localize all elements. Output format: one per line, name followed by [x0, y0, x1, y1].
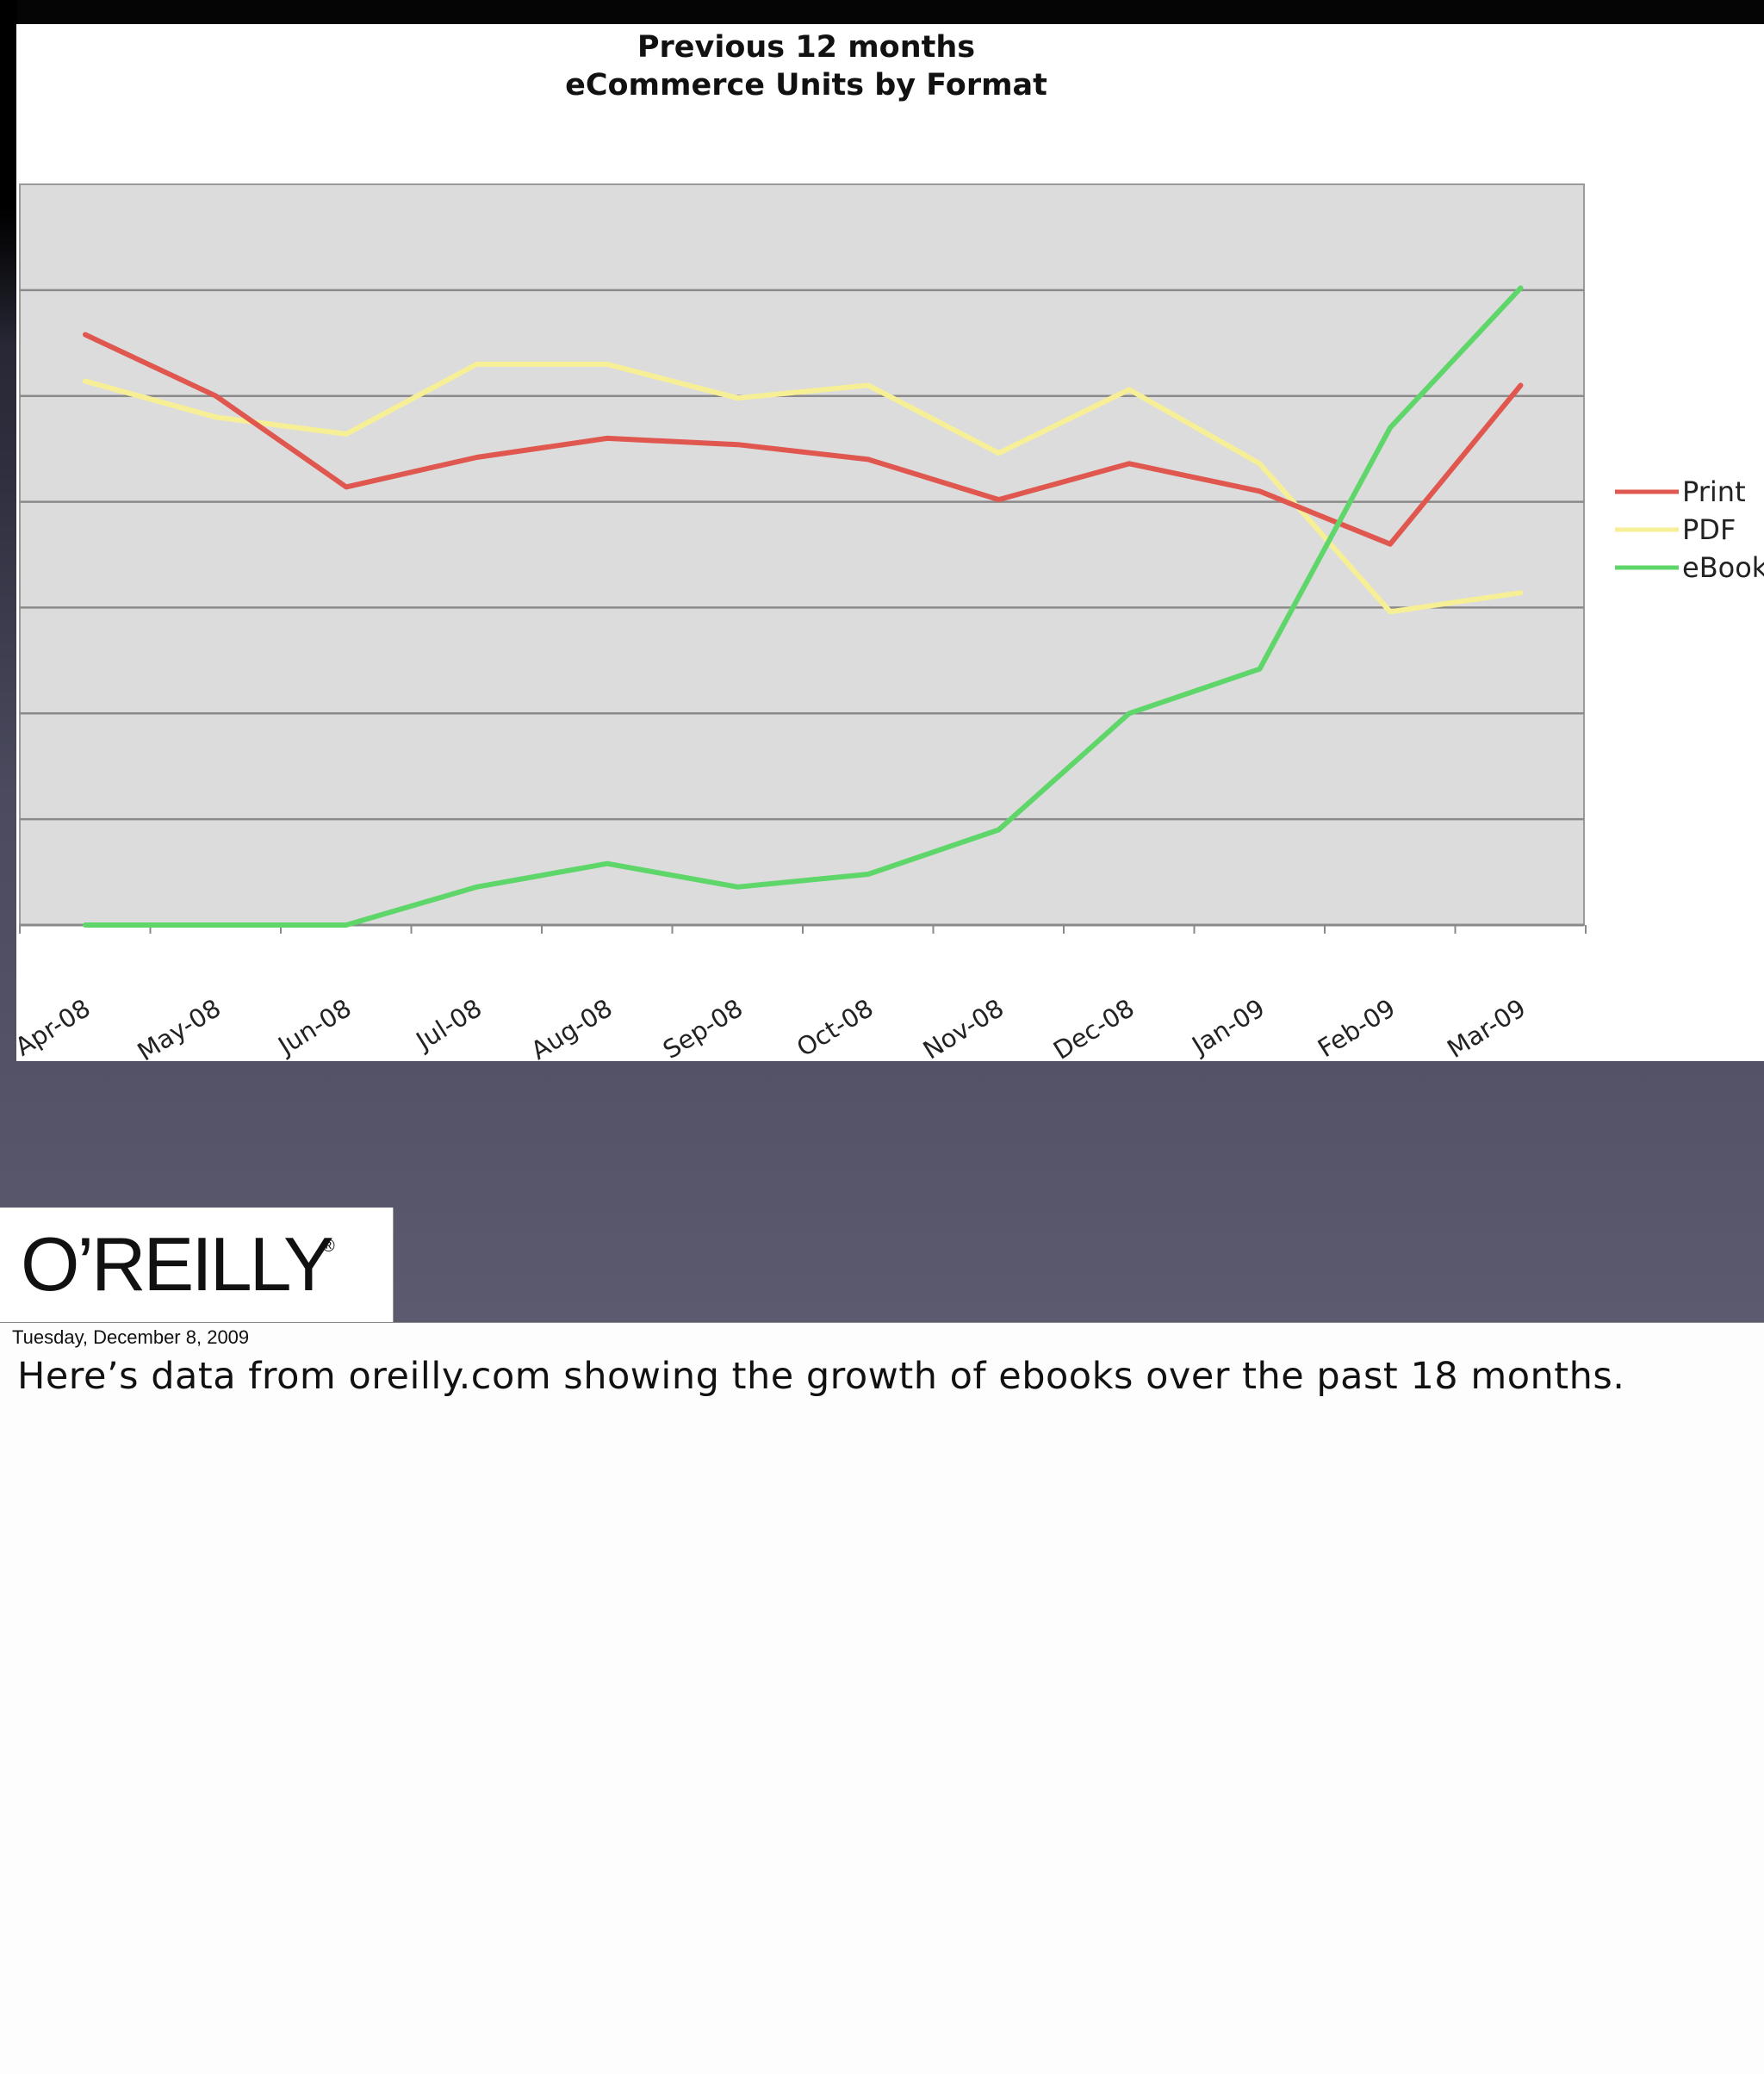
- x-tick-label: May-08: [133, 993, 227, 1061]
- slide-left-edge: [0, 0, 17, 345]
- speaker-notes: Here’s data from oreilly.com showing the…: [17, 1355, 1625, 1398]
- oreilly-logo: O’REILLY ®: [0, 1208, 394, 1322]
- x-tick-label: Sep-08: [658, 993, 748, 1061]
- legend-label: Print: [1682, 475, 1746, 508]
- slide-date: Tuesday, December 8, 2009: [12, 1326, 250, 1348]
- series-line-pdf: [83, 361, 1524, 615]
- x-tick-label: Dec-08: [1048, 993, 1140, 1061]
- legend-label: PDF: [1682, 513, 1736, 546]
- gridlines: [20, 289, 1584, 821]
- series-line-print: [83, 332, 1524, 547]
- plot-area: [19, 183, 1585, 926]
- x-tick-label: Feb-09: [1313, 993, 1401, 1061]
- legend-label: eBook: [1682, 551, 1764, 584]
- x-axis: Apr-08 May-08 Jun-08 Jul-08 Aug-08 Sep-08 Oct-…: [16, 923, 1587, 1061]
- x-tick-label: Aug-08: [525, 993, 617, 1061]
- x-tick-label: Oct-08: [792, 993, 879, 1061]
- series-lines: [83, 285, 1524, 928]
- x-tick-label: Jan-09: [1185, 993, 1270, 1061]
- line-chart: Previous 12 months eCommerce Units by Fo…: [16, 30, 1764, 1061]
- legend: Print PDF eBook: [1615, 475, 1764, 584]
- registered-mark: ®: [322, 1237, 335, 1256]
- x-tick-label: Nov-08: [918, 993, 1009, 1061]
- logo-wordmark: O’REILLY: [21, 1221, 334, 1307]
- chart-panel: Previous 12 months eCommerce Units by Fo…: [16, 24, 1764, 1061]
- chart-subtitle: eCommerce Units by Format: [565, 68, 1047, 102]
- slide: Previous 12 months eCommerce Units by Fo…: [0, 0, 1764, 1322]
- slide-top-bar: [0, 0, 1764, 24]
- slide-divider: [0, 1322, 1764, 1323]
- x-tick-label: Jul-08: [410, 993, 488, 1057]
- series-line-ebook: [83, 285, 1524, 928]
- x-tick-label: Apr-08: [16, 993, 96, 1061]
- chart-title: Previous 12 months: [637, 30, 975, 65]
- x-tick-label: Mar-09: [1442, 993, 1531, 1061]
- x-tick-label: Jun-08: [271, 993, 356, 1061]
